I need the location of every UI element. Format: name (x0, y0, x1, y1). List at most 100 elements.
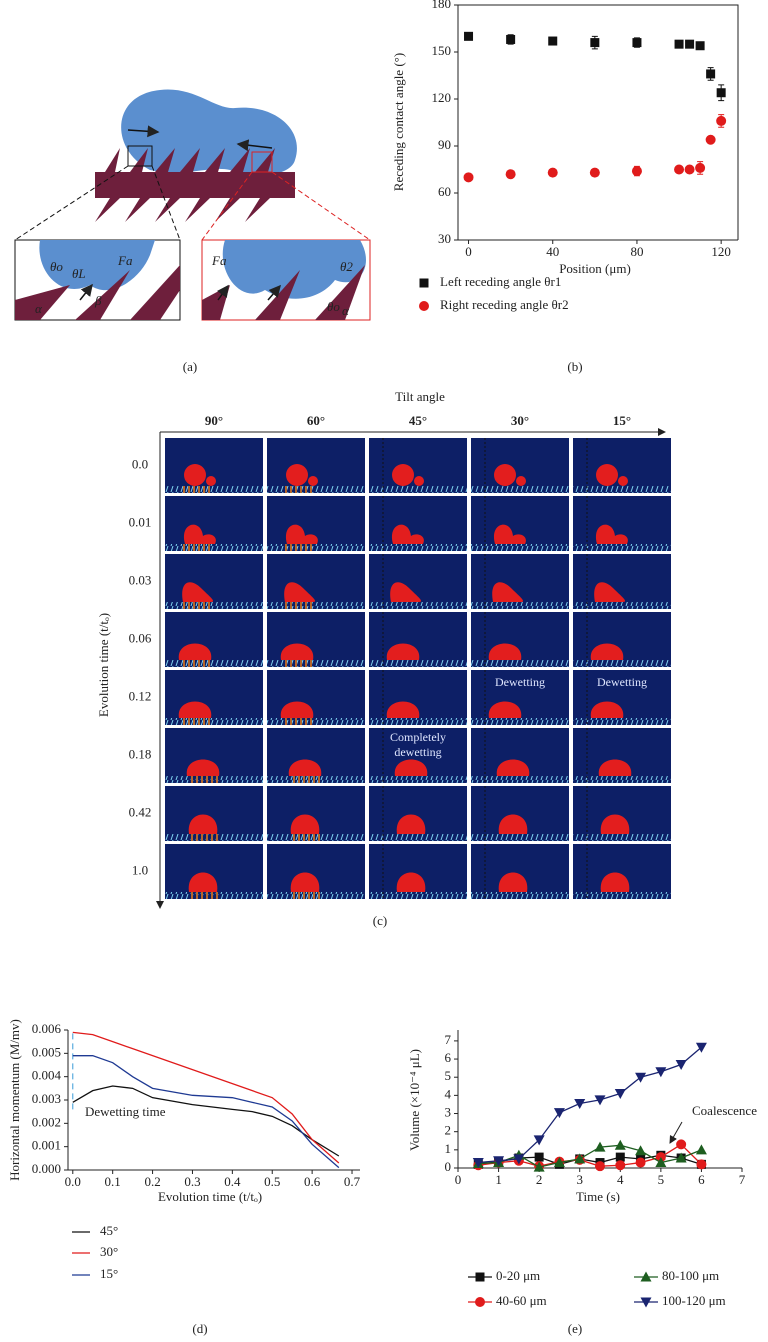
substrate (471, 718, 569, 725)
marker (493, 1156, 505, 1167)
simulation-frame (573, 612, 671, 667)
column-header: 90° (205, 413, 223, 428)
droplet (206, 476, 216, 486)
y-axis-title: Volume (×10⁻⁴ μL) (407, 1049, 422, 1151)
post (206, 892, 208, 899)
post (191, 776, 193, 783)
y-tick-label: 0.003 (32, 1091, 61, 1106)
row-label: 1.0 (132, 862, 148, 877)
post (183, 486, 185, 493)
substrate (471, 660, 569, 667)
post (196, 834, 198, 841)
x-tick-label: 3 (576, 1172, 583, 1187)
x-tick-label: 0.4 (224, 1174, 241, 1189)
diagram-label: β (94, 293, 102, 308)
marker (614, 1139, 626, 1150)
substrate (165, 776, 263, 783)
simulation-frame (267, 554, 365, 609)
y-tick-label: 3 (445, 1105, 452, 1120)
diagram-label: Fa (117, 253, 133, 268)
post (290, 718, 292, 725)
droplet (290, 872, 320, 892)
marker (533, 1135, 545, 1146)
simulation-frame (267, 612, 365, 667)
post (285, 486, 287, 493)
legend-label: 0-20 μm (496, 1268, 540, 1283)
post (188, 602, 190, 609)
diagram-label: θL (72, 266, 86, 281)
substrate (573, 892, 671, 899)
post (203, 602, 205, 609)
substrate (267, 660, 365, 667)
droplet (284, 582, 316, 602)
post (300, 544, 302, 551)
post (193, 544, 195, 551)
post (206, 834, 208, 841)
substrate (573, 834, 671, 841)
marker (615, 1152, 625, 1162)
droplet (498, 814, 528, 834)
x-axis-title: Time (s) (576, 1189, 620, 1204)
marker (590, 38, 600, 48)
x-tick-label: 0 (455, 1172, 462, 1187)
simulation-frame (267, 844, 365, 899)
marker (706, 69, 716, 79)
marker (534, 1152, 544, 1162)
x-tick-label: 0.0 (65, 1174, 81, 1189)
y-tick-label: 150 (432, 43, 452, 58)
x-tick-label: 80 (630, 244, 643, 259)
post (305, 486, 307, 493)
diagram-label: θ2 (340, 259, 353, 274)
substrate (573, 544, 671, 551)
marker (615, 1160, 626, 1171)
post (303, 776, 305, 783)
legend-label: 45° (100, 1223, 118, 1238)
substrate (471, 892, 569, 899)
post (310, 602, 312, 609)
post (208, 486, 210, 493)
simulation-frame (267, 496, 365, 551)
grid-y-label: Evolution time (t/tₒ) (96, 613, 111, 717)
frame-annotation: dewetting (394, 745, 441, 759)
substrate (267, 544, 365, 551)
y-tick-label: 4 (445, 1086, 452, 1101)
droplet (392, 464, 414, 486)
post (310, 486, 312, 493)
marker (655, 1067, 667, 1078)
marker (675, 1152, 687, 1163)
legend-label: 100-120 μm (662, 1293, 726, 1308)
row-label: 0.06 (129, 630, 152, 645)
series-line (478, 1143, 702, 1167)
series-line (72, 1085, 340, 1157)
marker (595, 1161, 605, 1172)
row-label: 0.42 (129, 804, 152, 819)
post (183, 718, 185, 725)
post (310, 544, 312, 551)
post (293, 776, 295, 783)
diagram-label: θo (50, 259, 63, 274)
row-label: 0.03 (129, 572, 152, 587)
simulation-frame (267, 670, 365, 725)
droplet (280, 643, 314, 660)
post (211, 834, 213, 841)
x-axis-title: Evolution time (t/tₒ) (158, 1189, 262, 1204)
droplet (594, 582, 626, 602)
post (201, 892, 203, 899)
post (203, 544, 205, 551)
column-header: 15° (613, 413, 631, 428)
marker (684, 164, 695, 175)
post (203, 718, 205, 725)
post (300, 602, 302, 609)
substrate (471, 486, 569, 493)
legend-label: Left receding angle θr1 (440, 274, 561, 289)
legend-label: 80-100 μm (662, 1268, 719, 1283)
simulation-frame (267, 786, 365, 841)
x-tick-label: 0 (465, 244, 472, 259)
marker (589, 167, 600, 178)
simulation-frame (573, 438, 671, 493)
panel-label: (e) (568, 1321, 582, 1336)
simulation-frame (267, 438, 365, 493)
post (305, 602, 307, 609)
droplet (493, 524, 526, 544)
post (183, 544, 185, 551)
